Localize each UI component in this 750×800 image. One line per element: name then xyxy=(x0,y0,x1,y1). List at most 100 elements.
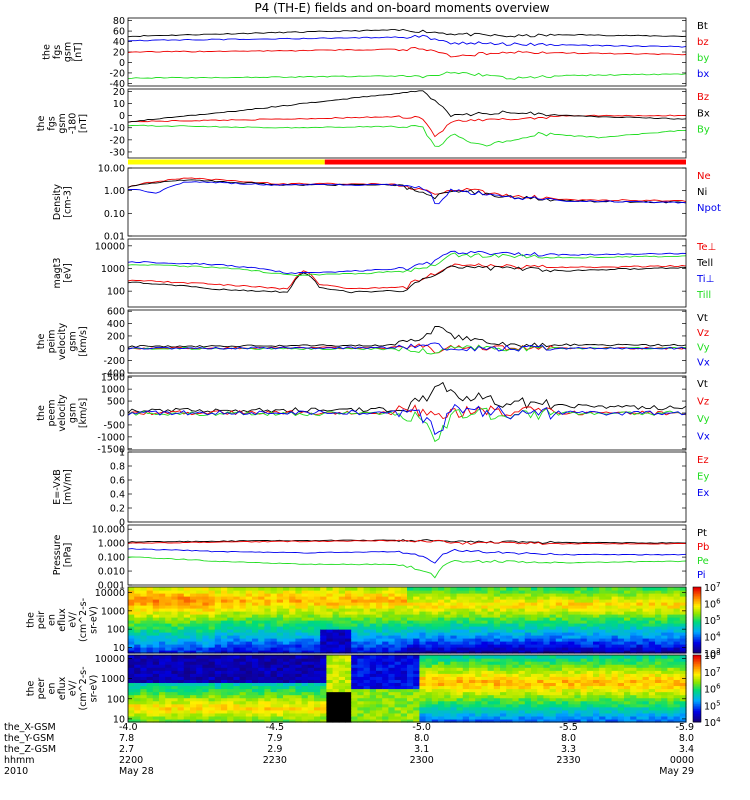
heatmap-cell xyxy=(146,620,154,624)
heatmap-cell xyxy=(338,691,346,696)
heatmap-cell xyxy=(469,682,476,687)
heatmap-cell xyxy=(599,715,606,720)
heatmap-cell xyxy=(617,682,625,687)
heatmap-cell xyxy=(363,593,371,597)
heatmap-cell xyxy=(506,655,513,659)
heatmap-cell xyxy=(611,623,619,627)
heatmap-cell xyxy=(258,673,265,677)
heatmap-cell xyxy=(469,700,476,705)
heatmap-cell xyxy=(394,664,402,668)
heatmap-cell xyxy=(264,623,272,627)
series-line-Npot xyxy=(127,181,687,205)
heatmap-cell xyxy=(351,718,358,723)
heatmap-cell xyxy=(630,673,637,677)
heatmap-cell xyxy=(655,679,662,684)
heatmap-cell xyxy=(419,712,427,717)
heatmap-cell xyxy=(345,703,352,708)
heatmap-cell xyxy=(506,691,513,696)
heatmap-cell xyxy=(425,647,433,651)
heatmap-cell xyxy=(444,614,451,618)
heatmap-cell xyxy=(518,593,526,597)
heatmap-cell xyxy=(425,623,433,627)
heatmap-cell xyxy=(586,661,594,665)
heatmap-cell xyxy=(481,712,489,717)
heatmap-cell xyxy=(444,602,451,606)
heatmap-cell xyxy=(283,641,290,645)
heatmap-cell xyxy=(531,596,538,600)
heatmap-cell xyxy=(642,679,650,684)
heatmap-cell xyxy=(270,688,278,693)
heatmap-cell xyxy=(524,700,532,705)
heatmap-cell xyxy=(469,670,476,674)
heatmap-cell xyxy=(599,676,606,680)
heatmap-cell xyxy=(524,688,532,693)
heatmap-cell xyxy=(146,682,154,687)
heatmap-cell xyxy=(413,712,420,717)
heatmap-cell xyxy=(518,635,526,639)
colorbar-cell xyxy=(693,631,701,634)
heatmap-cell xyxy=(307,650,315,654)
heatmap-cell xyxy=(400,715,408,720)
heatmap-cell xyxy=(382,718,389,723)
heatmap-cell xyxy=(376,602,383,606)
heatmap-cell xyxy=(493,632,501,636)
heatmap-cell xyxy=(493,629,501,633)
colorbar-cell xyxy=(693,591,701,595)
heatmap-cell xyxy=(642,644,650,648)
heatmap-cell xyxy=(624,655,631,659)
heatmap-cell xyxy=(500,694,507,699)
heatmap-cell xyxy=(512,596,520,600)
colorbar-cell xyxy=(693,600,701,603)
heatmap-cell xyxy=(171,611,179,615)
heatmap-cell xyxy=(214,709,222,714)
heatmap-cell xyxy=(413,596,420,600)
heatmap-cell xyxy=(320,715,327,720)
heatmap-cell xyxy=(128,644,135,648)
heatmap-cell xyxy=(431,647,439,651)
heatmap-cell xyxy=(177,694,185,699)
heatmap-cell xyxy=(419,605,427,609)
heatmap-cell xyxy=(363,679,371,684)
y-tick-label: -10 xyxy=(109,123,125,134)
heatmap-cell xyxy=(128,596,135,600)
heatmap-cell xyxy=(444,626,451,630)
heatmap-cell xyxy=(307,596,315,600)
heatmap-cell xyxy=(270,602,278,606)
heatmap-cell xyxy=(165,661,172,665)
heatmap-cell xyxy=(462,590,470,594)
y-tick-label: -1000 xyxy=(97,432,125,443)
y-axis-label-line: peim xyxy=(47,330,58,354)
heatmap-cell xyxy=(469,667,476,671)
heatmap-cell xyxy=(314,679,321,684)
heatmap-cell xyxy=(128,605,135,609)
heatmap-cell xyxy=(252,670,259,674)
heatmap-cell xyxy=(611,629,619,633)
heatmap-cell xyxy=(357,605,365,609)
heatmap-cell xyxy=(320,700,327,705)
heatmap-cell xyxy=(500,709,507,714)
heatmap-cell xyxy=(431,644,439,648)
heatmap-cell xyxy=(301,655,309,659)
heatmap-cell xyxy=(611,712,619,717)
heatmap-cell xyxy=(177,596,185,600)
heatmap-cell xyxy=(146,593,154,597)
heatmap-cell xyxy=(128,664,135,668)
heatmap-cell xyxy=(159,655,166,659)
heatmap-cell xyxy=(586,608,594,612)
heatmap-cell xyxy=(245,632,253,636)
heatmap-cell xyxy=(562,629,569,633)
heatmap-cell xyxy=(518,644,526,648)
heatmap-cell xyxy=(549,706,557,711)
heatmap-cell xyxy=(462,712,470,717)
heatmap-cell xyxy=(146,655,154,659)
heatmap-cell xyxy=(252,602,259,606)
heatmap-cell xyxy=(233,599,241,603)
heatmap-cell xyxy=(580,626,588,630)
heatmap-cell xyxy=(605,641,613,645)
heatmap-cell xyxy=(431,623,439,627)
heatmap-cell xyxy=(400,593,408,597)
heatmap-cell xyxy=(196,602,203,606)
heatmap-cell xyxy=(152,658,160,662)
x-tick-label: -5.9 xyxy=(675,722,694,733)
heatmap-cell xyxy=(469,635,476,639)
